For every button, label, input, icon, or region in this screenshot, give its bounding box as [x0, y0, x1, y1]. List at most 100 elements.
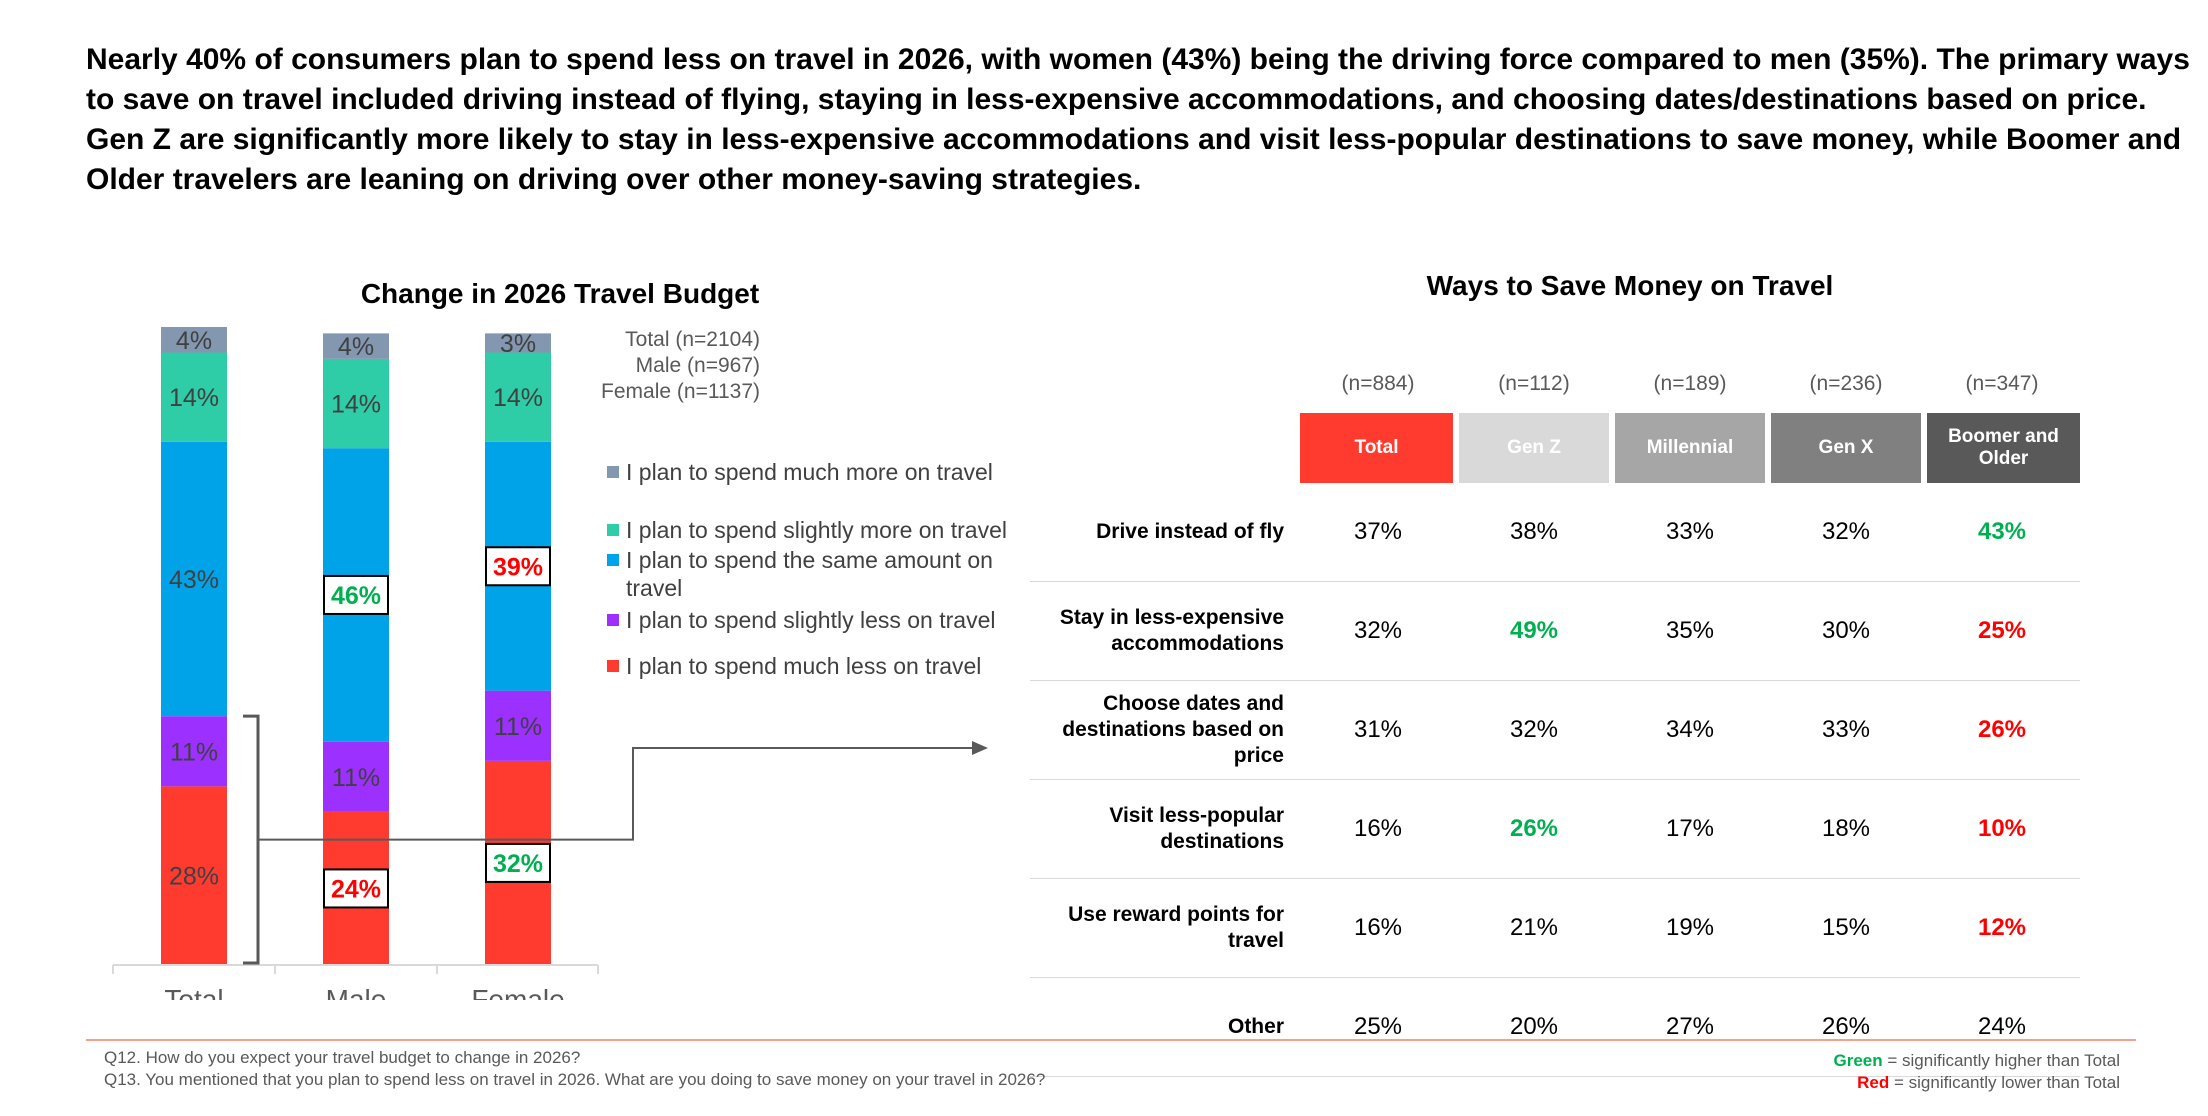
bar-much-more-female — [485, 333, 551, 353]
ways-to-save-table: (n=884) (n=112) (n=189) (n=236) (n=347) Total… — [1030, 355, 2080, 1077]
category-label-total: Total — [164, 984, 223, 1000]
table-cell: 38% — [1456, 483, 1612, 582]
legend-item-much-less: I plan to spend much less on travel — [607, 652, 1007, 680]
bar-data-label: 24% — [331, 875, 381, 903]
budget-chart: 28% 11% 43% 14% 4% Total 24% 11% 46% 14% 4% Male 32%… — [112, 327, 988, 1000]
bar-much-more-male — [323, 333, 389, 359]
table-cell: 17% — [1612, 779, 1768, 879]
less-spend-bracket — [243, 714, 260, 965]
green-label: Green — [1833, 1051, 1883, 1070]
bar-data-label: 46% — [331, 582, 381, 610]
table-row: Visit less-popular destinations 16% 26% 17%… — [1030, 779, 2080, 879]
bar-data-label: 39% — [493, 553, 543, 581]
table-cell: 35% — [1612, 581, 1768, 681]
table-row: Other 25% 20% 27% 26% 24% — [1030, 977, 2080, 1077]
table-row: Use reward points for travel 16% 21% 19% 15%… — [1030, 878, 2080, 978]
legend-label: I plan to spend much more on travel — [626, 459, 993, 485]
legend-label: I plan to spend slightly less on travel — [626, 607, 996, 633]
sample-size-total: (n=884) — [1341, 372, 1415, 395]
bar-data-label: 4% — [176, 327, 212, 355]
legend-swatch — [607, 614, 619, 626]
row-label: Use reward points for travel — [1030, 878, 1300, 978]
bar-much-less-total — [161, 786, 227, 965]
table-cell: 20% — [1456, 977, 1612, 1077]
bar-slightly-less-male — [323, 741, 389, 812]
bar-slightly-less-female — [485, 690, 551, 761]
table-cell: 32% — [1300, 581, 1456, 681]
bar-slightly-more-female — [485, 352, 551, 442]
row-label: Visit less-popular destinations — [1030, 779, 1300, 879]
connector-arrow — [258, 747, 980, 841]
table-cell: 24% — [1924, 977, 2080, 1077]
table-cell: 26% — [1456, 779, 1612, 879]
highlight-box — [323, 868, 389, 909]
bar-slightly-more-male — [323, 358, 389, 449]
legend-swatch — [607, 466, 619, 478]
table-cell: 33% — [1768, 680, 1924, 780]
table-cell: 19% — [1612, 878, 1768, 978]
table-cell: 33% — [1612, 483, 1768, 582]
column-header-gen-x: Gen X — [1765, 413, 1924, 483]
bar-data-label: 28% — [169, 863, 219, 891]
row-label: Other — [1030, 977, 1300, 1077]
bar-data-label: 3% — [500, 330, 536, 358]
legend-item-same: I plan to spend the same amount on trave… — [607, 546, 1007, 602]
bar-data-label: 14% — [169, 384, 219, 412]
table-cell: 18% — [1768, 779, 1924, 879]
bar-slightly-less-total — [161, 716, 227, 787]
bar-data-label: 43% — [169, 566, 219, 594]
table-cell: 16% — [1300, 878, 1456, 978]
table-cell: 27% — [1612, 977, 1768, 1077]
footnotes: Q12. How do you expect your travel budge… — [104, 1047, 1045, 1091]
green-meaning: = significantly higher than Total — [1887, 1051, 2120, 1070]
legend-item-much-more: I plan to spend much more on travel — [607, 458, 1007, 486]
column-header-gen-z: Gen Z — [1453, 413, 1612, 483]
table-cell: 15% — [1768, 878, 1924, 978]
bar-data-label: 32% — [493, 850, 543, 878]
headline: Nearly 40% of consumers plan to spend le… — [86, 43, 2190, 196]
highlight-box — [485, 842, 551, 883]
budget-chart-title: Change in 2026 Travel Budget — [360, 278, 760, 309]
legend-label: I plan to spend the same amount on trave… — [626, 547, 993, 601]
red-meaning: = significantly lower than Total — [1893, 1073, 2120, 1092]
significance-legend: Green = significantly higher than Total … — [1833, 1050, 2120, 1094]
sample-size-gen-z: (n=112) — [1498, 372, 1570, 395]
column-header-total: Total — [1300, 413, 1456, 483]
bar-data-label: 11% — [170, 738, 218, 766]
row-label: Choose dates and destinations based on p… — [1030, 680, 1300, 780]
footer-divider — [86, 1039, 2136, 1041]
legend-label: I plan to spend much less on travel — [626, 653, 982, 679]
category-label-female: Female — [471, 984, 564, 1000]
table-cell: 32% — [1456, 680, 1612, 780]
table-cell: 30% — [1768, 581, 1924, 681]
category-label-male: Male — [326, 984, 387, 1000]
bar-data-label: 11% — [494, 713, 542, 741]
sample-size-gen-x: (n=236) — [1809, 372, 1883, 395]
table-row: Choose dates and destinations based on p… — [1030, 680, 2080, 780]
footnote-q13: Q13. You mentioned that you plan to spen… — [104, 1070, 1046, 1089]
red-label: Red — [1857, 1073, 1890, 1092]
arrow-head-icon — [972, 741, 988, 755]
table-cell: 34% — [1612, 680, 1768, 780]
table-cell: 12% — [1924, 878, 2080, 978]
table-cell: 49% — [1456, 581, 1612, 681]
bar-data-label: 11% — [332, 764, 380, 792]
table-cell: 43% — [1924, 483, 2080, 582]
table-cell: 37% — [1300, 483, 1456, 582]
footnote-q12: Q12. How do you expect your travel budge… — [104, 1048, 581, 1067]
legend-swatch — [607, 554, 619, 566]
highlight-box — [323, 574, 389, 615]
sample-size-millennial: (n=189) — [1653, 372, 1727, 395]
table-cell: 26% — [1924, 680, 2080, 780]
bar-data-label: 14% — [331, 391, 381, 419]
highlight-box — [485, 546, 551, 587]
table-cell: 31% — [1300, 680, 1456, 780]
bar-much-more-total — [161, 327, 227, 353]
save-table-title: Ways to Save Money on Travel — [1426, 270, 1834, 301]
legend-item-slightly-less: I plan to spend slightly less on travel — [607, 606, 1007, 634]
table-row: Stay in less-expensive accommodations 32%… — [1030, 581, 2080, 681]
bar-same-total — [161, 441, 227, 717]
table-cell: 26% — [1768, 977, 1924, 1077]
row-label: Drive instead of fly — [1030, 483, 1300, 582]
budget-legend: I plan to spend much more on travel I pla… — [607, 458, 1007, 680]
